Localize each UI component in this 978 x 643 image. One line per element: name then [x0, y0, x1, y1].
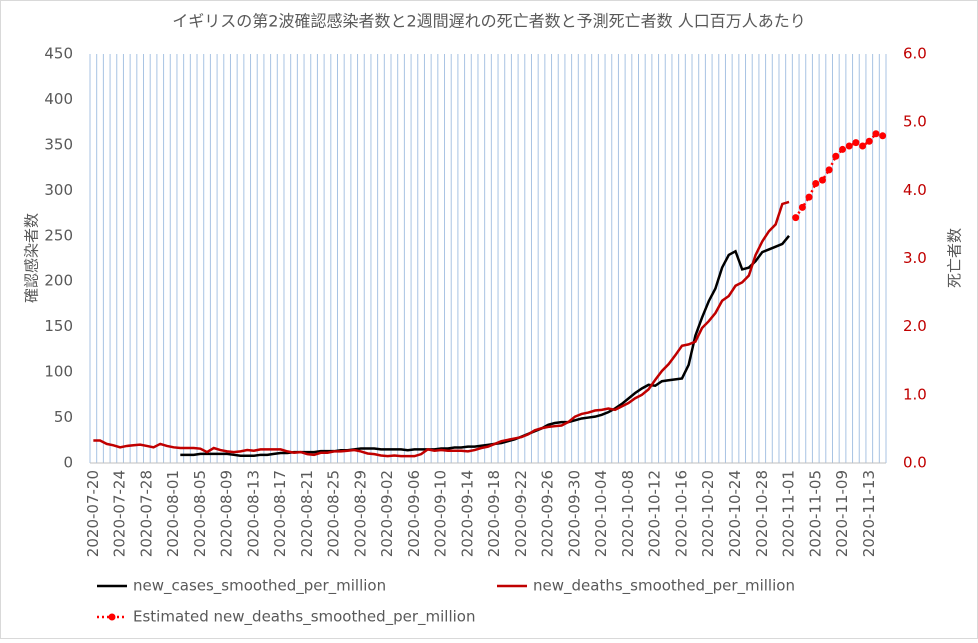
y2-axis-title: 死亡者数 [946, 228, 964, 288]
data-point [879, 132, 887, 140]
data-point [825, 166, 833, 174]
data-point [805, 193, 813, 201]
data-point [845, 142, 853, 150]
legend-marker [108, 613, 116, 621]
x-tick-label: 2020-08-01 [164, 470, 182, 557]
y2-tick-label: 0.0 [903, 454, 927, 472]
x-tick-label: 2020-10-20 [699, 470, 717, 557]
x-tick-label: 2020-08-29 [351, 470, 369, 557]
data-point [865, 137, 873, 145]
legend-label: Estimated new_deaths_smoothed_per_millio… [133, 608, 476, 627]
legend-label: new_deaths_smoothed_per_million [533, 577, 795, 596]
x-tick-label: 2020-08-09 [218, 470, 236, 557]
x-tick-label: 2020-09-30 [565, 470, 583, 557]
x-tick-label: 2020-11-05 [806, 470, 824, 557]
data-point [792, 214, 800, 222]
x-tick-label: 2020-11-09 [833, 470, 851, 557]
series-line [93, 200, 790, 458]
y-tick-label: 300 [44, 181, 73, 199]
x-tick-label: 2020-10-04 [592, 470, 610, 557]
chart-title: イギリスの第2波確認感染者数と2週間遅れの死亡者数と予測死亡者数 人口百万人あた… [172, 12, 805, 31]
x-tick-label: 2020-08-21 [298, 470, 316, 557]
x-tick-label: 2020-07-28 [137, 470, 155, 557]
y2-tick-label: 5.0 [903, 113, 927, 131]
x-tick-label: 2020-10-12 [646, 470, 664, 557]
data-point [872, 130, 880, 138]
x-tick-label: 2020-08-13 [244, 470, 262, 557]
x-tick-label: 2020-09-10 [432, 470, 450, 557]
x-tick-label: 2020-09-18 [485, 470, 503, 557]
y2-tick-label: 2.0 [903, 317, 927, 335]
data-point [852, 139, 860, 147]
series-line [180, 234, 790, 457]
data-point [812, 180, 820, 188]
y-tick-label: 450 [44, 45, 73, 63]
x-tick-label: 2020-09-02 [378, 470, 396, 557]
y2-tick-label: 6.0 [903, 45, 927, 63]
x-tick-label: 2020-11-13 [860, 470, 878, 557]
x-tick-label: 2020-09-26 [539, 470, 557, 557]
y2-tick-label: 4.0 [903, 181, 927, 199]
data-point [818, 176, 826, 184]
y2-tick-label: 3.0 [903, 249, 927, 267]
y-tick-label: 350 [44, 135, 73, 153]
x-tick-label: 2020-11-01 [780, 470, 798, 557]
x-tick-label: 2020-10-08 [619, 470, 637, 557]
data-point [839, 145, 847, 153]
y-tick-label: 400 [44, 90, 73, 108]
y-tick-label: 200 [44, 272, 73, 290]
y-tick-label: 0 [63, 454, 73, 472]
y-tick-label: 100 [44, 363, 73, 381]
x-tick-label: 2020-10-24 [726, 470, 744, 557]
x-tick-label: 2020-10-28 [753, 470, 771, 557]
x-tick-label: 2020-07-20 [84, 470, 102, 557]
x-tick-label: 2020-09-06 [405, 470, 423, 557]
y2-tick-label: 1.0 [903, 385, 927, 403]
y-tick-label: 50 [54, 408, 73, 426]
data-point [798, 203, 806, 211]
data-point [859, 142, 867, 150]
x-tick-label: 2020-10-16 [672, 470, 690, 557]
x-tick-label: 2020-07-24 [111, 470, 129, 557]
x-tick-label: 2020-09-22 [512, 470, 530, 557]
x-tick-label: 2020-08-17 [271, 470, 289, 557]
x-tick-label: 2020-09-14 [458, 470, 476, 557]
data-point [832, 152, 840, 160]
y-axis-title: 確認感染者数 [23, 213, 41, 303]
x-tick-label: 2020-08-05 [191, 470, 209, 557]
y-tick-label: 250 [44, 226, 73, 244]
legend-label: new_cases_smoothed_per_million [133, 577, 386, 596]
x-tick-label: 2020-08-25 [325, 470, 343, 557]
y-tick-label: 150 [44, 317, 73, 335]
